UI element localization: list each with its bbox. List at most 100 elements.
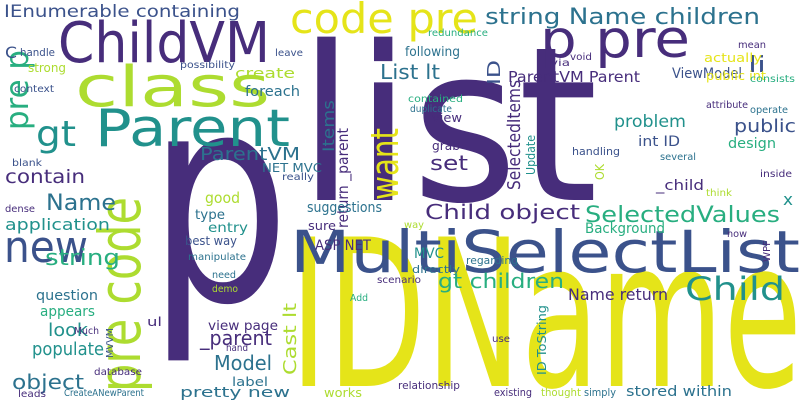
word: Much <box>74 326 99 337</box>
word: directly <box>412 263 461 276</box>
word: pretty new <box>180 385 290 400</box>
word: MultiSelectList <box>290 218 800 286</box>
word: int ID <box>638 134 680 150</box>
word: mean <box>738 40 766 51</box>
word: pre p <box>0 50 36 130</box>
word: WPF <box>762 240 773 262</box>
word: set <box>430 151 468 175</box>
word: works <box>324 386 362 400</box>
word: look <box>48 320 89 341</box>
word: handle <box>20 46 55 59</box>
word: Child <box>685 270 785 308</box>
word: public int <box>706 69 766 83</box>
word: relationship <box>398 379 460 392</box>
word: regarding <box>466 254 518 267</box>
word: ul <box>147 315 162 329</box>
word: OK <box>593 163 607 180</box>
word: actually <box>704 51 762 65</box>
word: List lt <box>380 60 440 84</box>
word: question <box>36 288 98 304</box>
word: suggestions <box>307 200 382 216</box>
word: thought <box>541 386 582 399</box>
word: think <box>706 188 732 199</box>
word: existing <box>494 386 532 399</box>
word: CreateANewParent <box>64 388 144 399</box>
word: redundance <box>428 28 488 39</box>
word: new <box>4 222 88 273</box>
word: return _parent <box>334 128 353 228</box>
word: gt <box>36 114 76 155</box>
word: ID ToString <box>535 305 549 375</box>
word: void <box>570 52 592 63</box>
word: li <box>748 53 766 78</box>
word: several <box>660 152 696 163</box>
word: x <box>783 190 793 209</box>
word: object <box>12 370 84 394</box>
word: simply <box>584 386 616 399</box>
word: string <box>45 246 120 271</box>
word: string Name children <box>485 5 760 30</box>
word: following <box>405 45 460 60</box>
word: operate <box>750 105 788 116</box>
word: create <box>235 66 295 82</box>
word: list <box>298 0 598 251</box>
word: dense <box>5 204 35 215</box>
word: _child <box>655 178 704 194</box>
word: contain <box>5 166 85 188</box>
word: NET MVC <box>262 161 322 175</box>
word: entry <box>208 221 248 236</box>
word: consists <box>750 74 795 85</box>
word: ParentVM <box>200 144 300 165</box>
word: need <box>212 270 236 281</box>
word: good <box>205 189 240 207</box>
word: strong <box>28 61 66 75</box>
word: appears <box>40 304 95 320</box>
word: gt children <box>438 269 564 293</box>
word: MVC <box>414 246 444 262</box>
word: application <box>5 215 110 234</box>
word: attribute <box>706 100 748 111</box>
word: ASP NET <box>315 238 371 254</box>
word: Background <box>585 221 665 237</box>
word: hand <box>226 343 248 354</box>
word: populate <box>32 339 104 360</box>
word: handling <box>572 145 620 158</box>
word: now <box>727 229 747 240</box>
word: context <box>14 84 54 95</box>
word: Model <box>214 351 272 375</box>
word: p pre <box>540 10 690 70</box>
word: stored within <box>626 384 732 400</box>
word: Add <box>350 293 368 304</box>
word: via <box>550 58 570 69</box>
word: grab <box>432 139 460 153</box>
word: class <box>75 55 270 120</box>
word: Child object <box>425 200 580 224</box>
word: manipulate <box>188 252 246 263</box>
word: Update <box>524 135 538 175</box>
word: Name <box>46 191 116 216</box>
word: pre code <box>86 197 154 392</box>
word: Items <box>319 100 338 152</box>
word: ChildVM <box>58 11 270 76</box>
word: use <box>492 334 510 345</box>
word: demo <box>212 284 238 295</box>
word: way <box>404 220 424 231</box>
word: type <box>195 208 225 223</box>
word: design <box>728 136 776 152</box>
word: ParentVM Parent <box>508 68 640 86</box>
word: view <box>432 111 462 125</box>
word: public <box>734 116 796 137</box>
word: problem <box>614 112 686 132</box>
word: leads <box>18 389 46 400</box>
word: IDName <box>290 197 800 400</box>
word: sure <box>308 219 336 233</box>
word: duplicate <box>410 104 452 115</box>
word: contained <box>408 94 463 105</box>
word: code pre <box>290 0 478 43</box>
word: label <box>232 375 268 389</box>
word: foreach <box>245 84 300 100</box>
word: ViewModel <box>672 66 742 82</box>
word: Name return <box>568 285 668 304</box>
